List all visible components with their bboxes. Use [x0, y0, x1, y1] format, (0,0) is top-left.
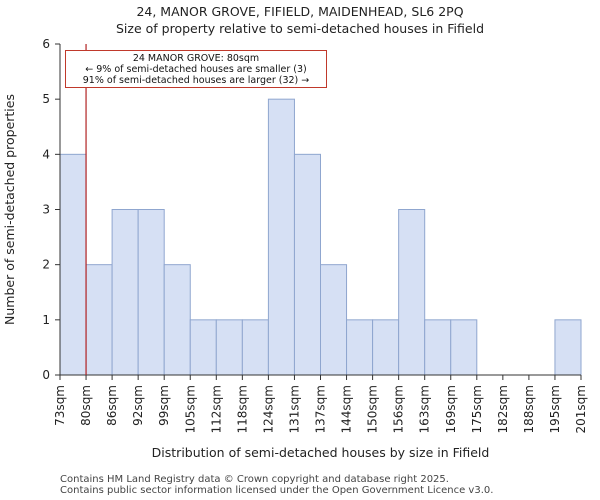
x-tick-label: 124sqm: [261, 385, 275, 433]
x-tick-label: 92sqm: [131, 385, 145, 426]
annotation-line1: 24 MANOR GROVE: 80sqm: [132, 53, 260, 64]
x-tick-label: 156sqm: [392, 385, 406, 433]
x-tick-label: 86sqm: [105, 385, 119, 426]
histogram-bar: [267, 98, 295, 376]
chart-title: 24, MANOR GROVE, FIFIELD, MAIDENHEAD, SL…: [136, 4, 464, 19]
x-tick-label: 182sqm: [496, 385, 510, 433]
histogram-bar: [320, 264, 348, 376]
y-tick-label: 5: [42, 92, 50, 106]
x-tick-label: 195sqm: [548, 385, 562, 433]
x-tick-label: 163sqm: [418, 385, 432, 433]
histogram-bar: [215, 319, 243, 376]
histogram-bar: [85, 264, 113, 376]
y-tick-label: 4: [42, 147, 50, 161]
x-tick-label: 188sqm: [522, 385, 536, 433]
x-tick-label: 118sqm: [235, 385, 249, 433]
annotation-line2: ← 9% of semi-detached houses are smaller…: [85, 64, 307, 75]
footer-line1: Contains HM Land Registry data © Crown c…: [60, 474, 449, 485]
x-tick-label: 80sqm: [79, 385, 93, 426]
y-axis-title: Number of semi-detached properties: [2, 94, 17, 325]
y-tick-label: 2: [42, 258, 50, 272]
footer-line2: Contains public sector information licen…: [60, 485, 494, 496]
y-tick-label: 6: [42, 37, 50, 51]
annotation-box: 24 MANOR GROVE: 80sqm ← 9% of semi-detac…: [65, 50, 327, 88]
x-tick-label: 150sqm: [366, 385, 380, 433]
histogram-bar: [241, 319, 269, 376]
histogram-bar: [554, 319, 582, 376]
x-tick-label: 112sqm: [209, 385, 223, 433]
x-tick-label: 169sqm: [444, 385, 458, 433]
x-axis-title: Distribution of semi-detached houses by …: [152, 445, 490, 460]
x-tick-label: 131sqm: [287, 385, 301, 433]
x-tick-label: 201sqm: [574, 385, 588, 433]
histogram-bar: [59, 153, 87, 376]
histogram-bar: [346, 319, 374, 376]
x-tick-label: 144sqm: [340, 385, 354, 433]
histogram-bar: [372, 319, 400, 376]
histogram-bar: [189, 319, 217, 376]
x-tick-label: 73sqm: [53, 385, 67, 426]
histogram-bar: [111, 209, 139, 376]
y-tick-label: 0: [42, 368, 50, 382]
x-tick-label: 175sqm: [470, 385, 484, 433]
histogram-bar: [424, 319, 452, 376]
histogram-bar: [163, 264, 191, 376]
chart-subtitle: Size of property relative to semi-detach…: [116, 21, 484, 36]
x-tick-label: 99sqm: [157, 385, 171, 426]
histogram-bar: [398, 209, 426, 376]
histogram-bar: [137, 209, 165, 376]
histogram-bar: [293, 153, 322, 376]
x-tick-label: 137sqm: [314, 385, 328, 433]
histogram-bar: [450, 319, 478, 376]
x-tick-label: 105sqm: [183, 385, 197, 433]
y-tick-label: 3: [42, 203, 50, 217]
y-tick-label: 1: [42, 313, 50, 327]
annotation-line3: 91% of semi-detached houses are larger (…: [82, 75, 310, 86]
